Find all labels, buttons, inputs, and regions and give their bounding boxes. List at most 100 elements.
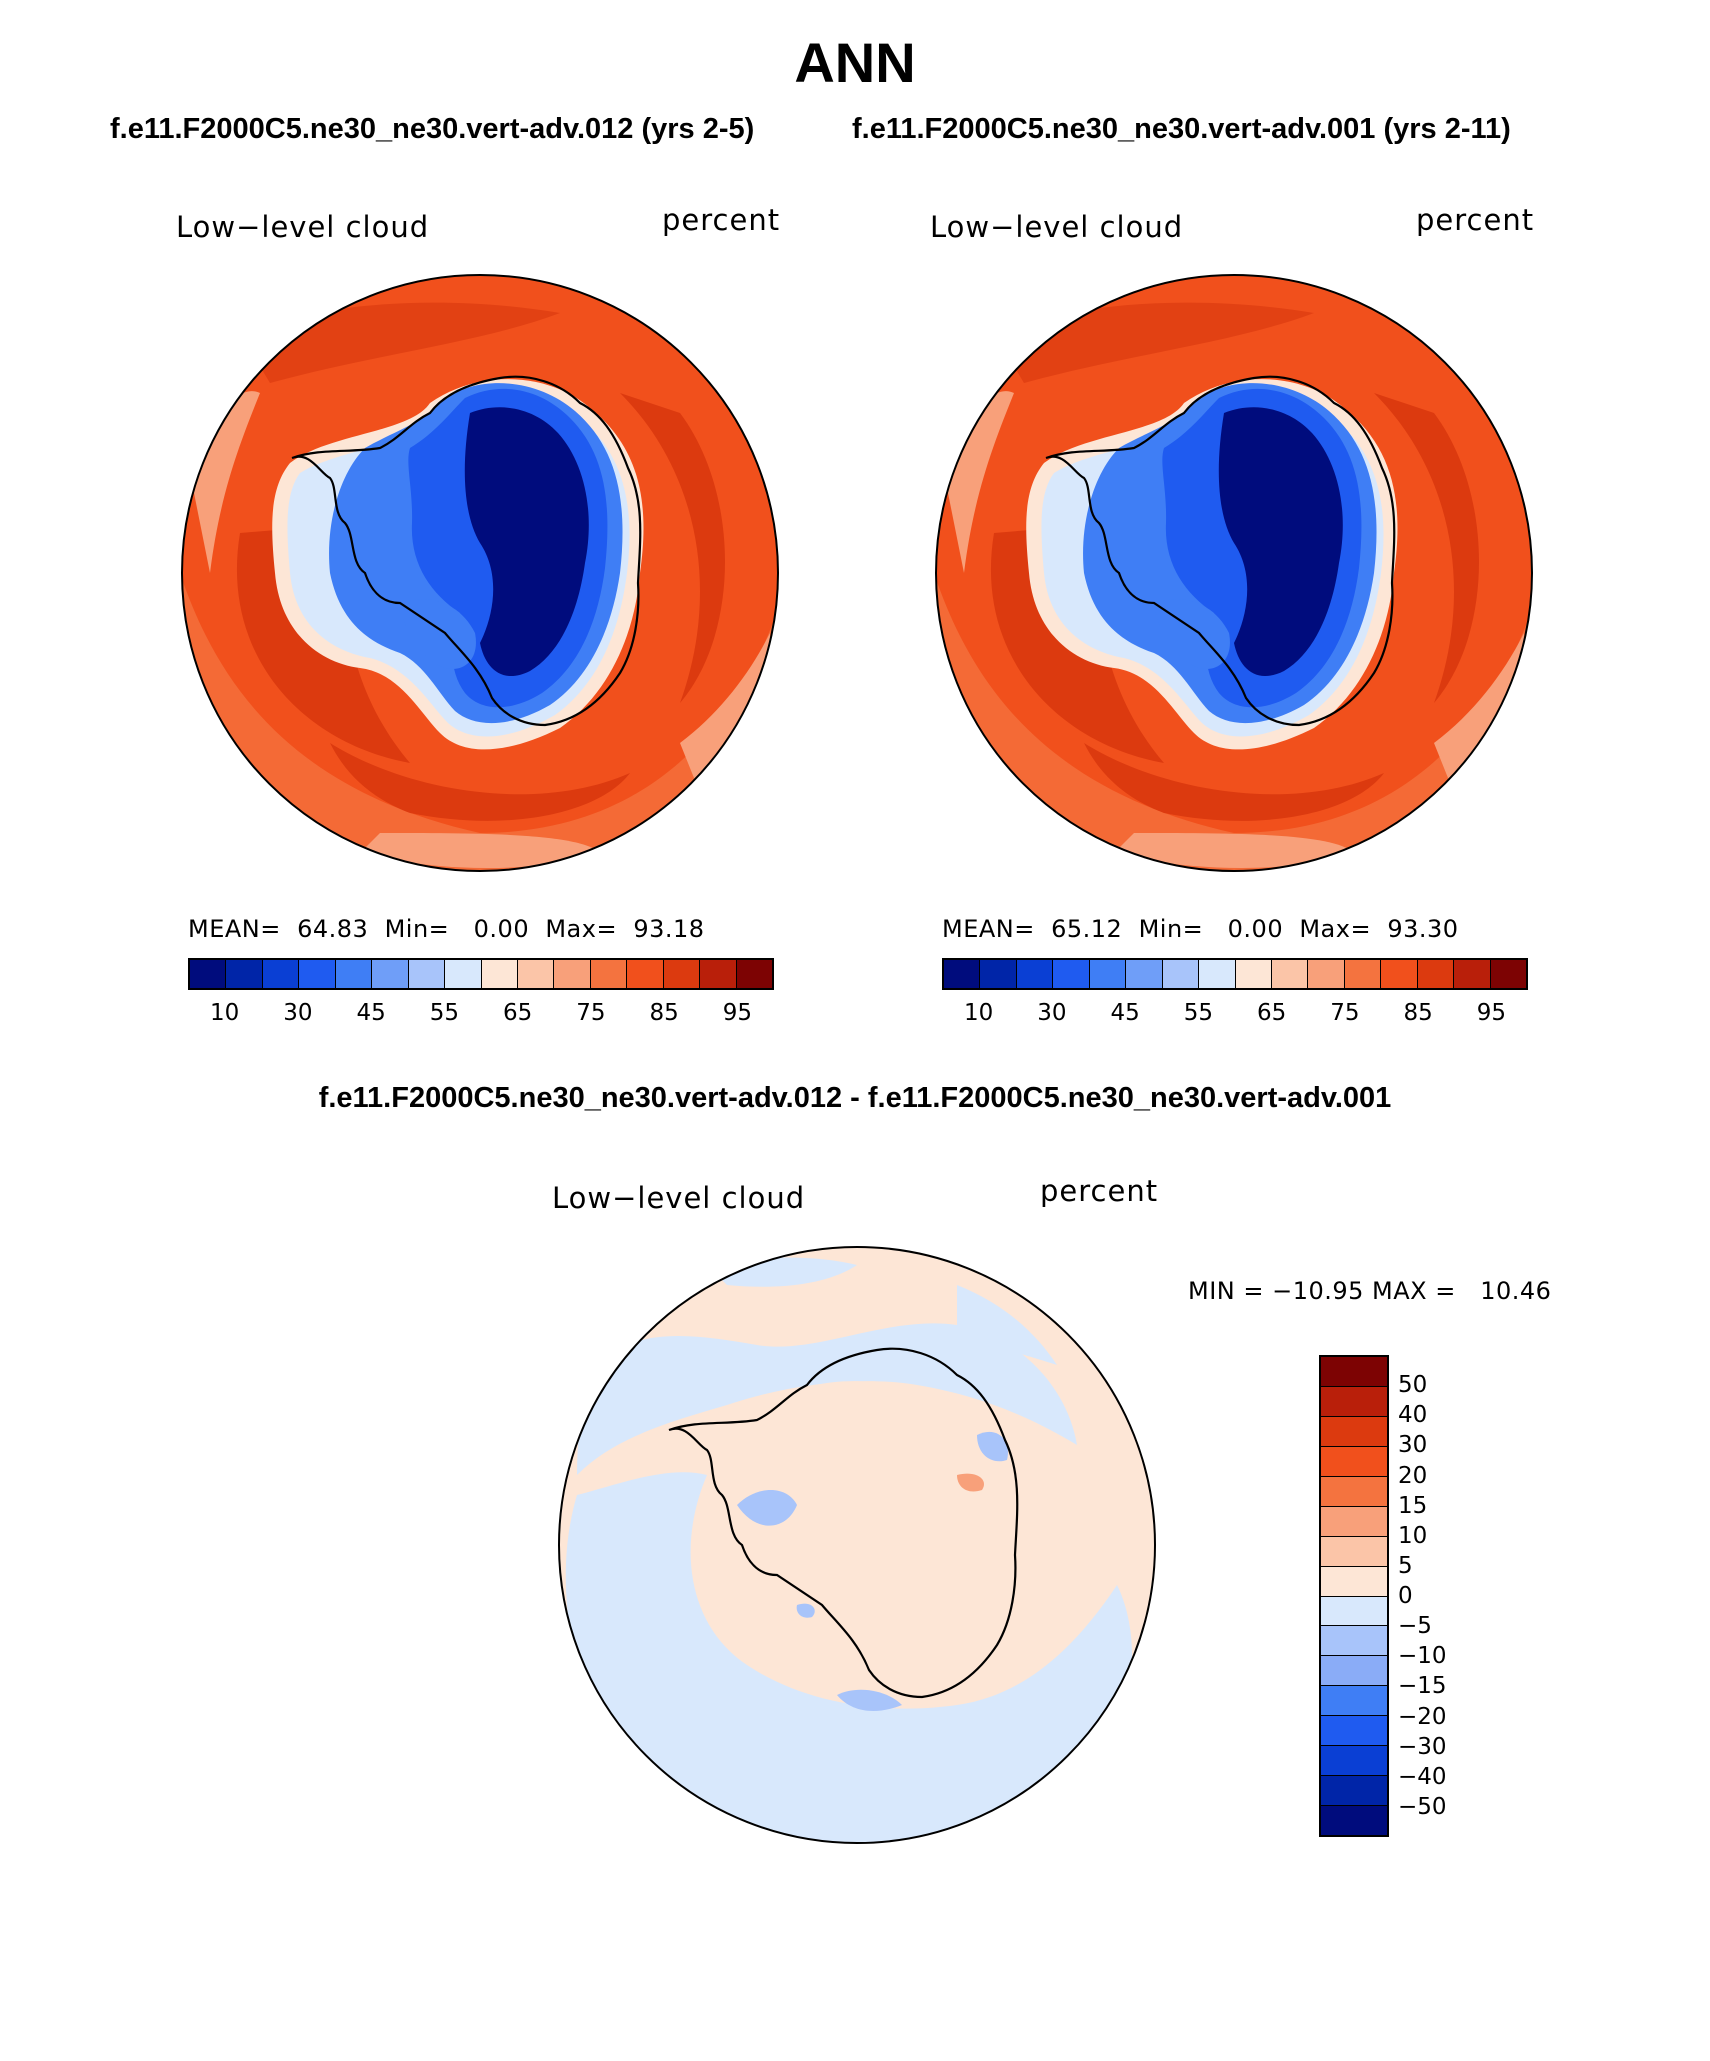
case-b-subtitle: f.e11.F2000C5.ne30_ne30.vert-adv.001 (yr…: [852, 113, 1511, 145]
colorbar-swatch: [736, 960, 772, 988]
colorbar-tick-label: 45: [356, 1000, 386, 1026]
panel1-variable-label: Low−level cloud: [176, 210, 430, 244]
colorbar-tick-label: −30: [1398, 1733, 1447, 1760]
panel1-stats: MEAN= 64.83 Min= 0.00 Max= 93.18: [188, 915, 705, 943]
colorbar-swatch: [1321, 1476, 1387, 1507]
colorbar-swatch: [1016, 960, 1054, 988]
colorbar-swatch: [1162, 960, 1200, 988]
panel1-units-label: percent: [662, 203, 781, 237]
colorbar-tick-label: 55: [1183, 1000, 1214, 1026]
panel2-units-label: percent: [1416, 203, 1535, 237]
panel1-colorbar-ticks: 10 30 45 55 65 75 85 95: [188, 1000, 774, 1030]
colorbar-tick-label: 15: [1398, 1492, 1428, 1519]
colorbar-swatch: [1321, 1566, 1387, 1597]
panel2-colorbar: [942, 958, 1528, 990]
panel1-colorbar: [188, 958, 774, 990]
colorbar-swatch: [372, 960, 409, 988]
colorbar-swatch: [590, 960, 628, 988]
colorbar-swatch: [1321, 1746, 1387, 1777]
colorbar-swatch: [1321, 1626, 1387, 1657]
colorbar-swatch: [1126, 960, 1163, 988]
colorbar-swatch: [1199, 960, 1236, 988]
colorbar-swatch: [627, 960, 664, 988]
colorbar-swatch: [1321, 1806, 1387, 1835]
colorbar-swatch: [944, 960, 981, 988]
colorbar-swatch: [554, 960, 591, 988]
colorbar-tick-label: 30: [1037, 1000, 1067, 1026]
colorbar-swatch: [299, 960, 336, 988]
colorbar-tick-label: 65: [502, 1000, 533, 1026]
colorbar-swatch: [1321, 1656, 1387, 1687]
colorbar-tick-label: 30: [1398, 1432, 1428, 1459]
colorbar-swatch: [1235, 960, 1272, 988]
panel2-colorbar-ticks: 10 30 45 55 65 75 85 95: [942, 1000, 1528, 1030]
colorbar-swatch: [980, 960, 1017, 988]
panel2-variable-label: Low−level cloud: [930, 210, 1184, 244]
colorbar-swatch: [1321, 1416, 1387, 1447]
colorbar-tick-label: 10: [1398, 1522, 1428, 1549]
colorbar-swatch: [1321, 1536, 1387, 1567]
colorbar-tick-label: 85: [649, 1000, 679, 1026]
colorbar-tick-label: 75: [1330, 1000, 1360, 1026]
colorbar-tick-label: −5: [1398, 1613, 1432, 1640]
colorbar-tick-label: 45: [1110, 1000, 1140, 1026]
colorbar-tick-label: 95: [1476, 1000, 1507, 1026]
colorbar-swatch: [1321, 1446, 1387, 1477]
colorbar-swatch: [445, 960, 482, 988]
colorbar-swatch: [190, 960, 227, 988]
panel2-polar-map: [935, 274, 1533, 872]
colorbar-swatch: [226, 960, 263, 988]
diff-variable-label: Low−level cloud: [552, 1181, 806, 1215]
colorbar-tick-label: 40: [1398, 1402, 1428, 1429]
colorbar-tick-label: −50: [1398, 1793, 1447, 1820]
colorbar-tick-label: 30: [283, 1000, 313, 1026]
colorbar-swatch: [262, 960, 300, 988]
page-title: ANN: [794, 31, 916, 94]
colorbar-swatch: [481, 960, 518, 988]
colorbar-tick-label: 85: [1403, 1000, 1433, 1026]
colorbar-tick-label: 0: [1398, 1583, 1413, 1609]
colorbar-swatch: [1321, 1686, 1387, 1717]
colorbar-swatch: [663, 960, 701, 988]
colorbar-tick-label: 10: [209, 1000, 240, 1026]
colorbar-swatch: [1321, 1716, 1387, 1747]
colorbar-swatch: [517, 960, 555, 988]
colorbar-swatch: [1490, 960, 1526, 988]
diff-polar-map: [558, 1246, 1156, 1844]
diff-colorbar-ticks: 50 40 30 20 15 10 5 0 −5 −10 −15 −20 −30 −40 −50: [1398, 1355, 1478, 1837]
colorbar-swatch: [700, 960, 737, 988]
colorbar-tick-label: 5: [1398, 1552, 1413, 1579]
diff-subtitle: f.e11.F2000C5.ne30_ne30.vert-adv.012 - f…: [318, 1082, 1392, 1114]
colorbar-swatch: [1344, 960, 1382, 988]
colorbar-tick-label: −15: [1398, 1673, 1447, 1700]
colorbar-swatch: [1321, 1776, 1387, 1807]
colorbar-swatch: [1321, 1357, 1387, 1387]
colorbar-swatch: [1321, 1386, 1387, 1417]
colorbar-swatch: [1417, 960, 1455, 988]
case-a-subtitle: f.e11.F2000C5.ne30_ne30.vert-adv.012 (yr…: [110, 113, 755, 145]
colorbar-swatch: [1089, 960, 1127, 988]
colorbar-swatch: [1308, 960, 1345, 988]
colorbar-swatch: [1454, 960, 1491, 988]
colorbar-tick-label: −20: [1398, 1703, 1447, 1730]
colorbar-tick-label: 50: [1398, 1372, 1428, 1399]
colorbar-tick-label: −10: [1398, 1643, 1447, 1670]
colorbar-swatch: [335, 960, 373, 988]
colorbar-swatch: [1321, 1506, 1387, 1537]
colorbar-tick-label: −40: [1398, 1763, 1447, 1790]
colorbar-swatch: [1381, 960, 1418, 988]
colorbar-swatch: [1053, 960, 1090, 988]
colorbar-tick-label: 20: [1398, 1462, 1428, 1489]
colorbar-swatch: [408, 960, 446, 988]
colorbar-swatch: [1271, 960, 1309, 988]
colorbar-tick-label: 65: [1256, 1000, 1287, 1026]
colorbar-tick-label: 95: [722, 1000, 753, 1026]
panel1-polar-map: [181, 274, 779, 872]
diff-units-label: percent: [1040, 1174, 1159, 1208]
colorbar-tick-label: 75: [576, 1000, 606, 1026]
diff-colorbar: [1319, 1355, 1389, 1837]
colorbar-swatch: [1321, 1596, 1387, 1627]
colorbar-tick-label: 55: [429, 1000, 460, 1026]
colorbar-tick-label: 10: [963, 1000, 994, 1026]
panel2-stats: MEAN= 65.12 Min= 0.00 Max= 93.30: [942, 915, 1459, 943]
